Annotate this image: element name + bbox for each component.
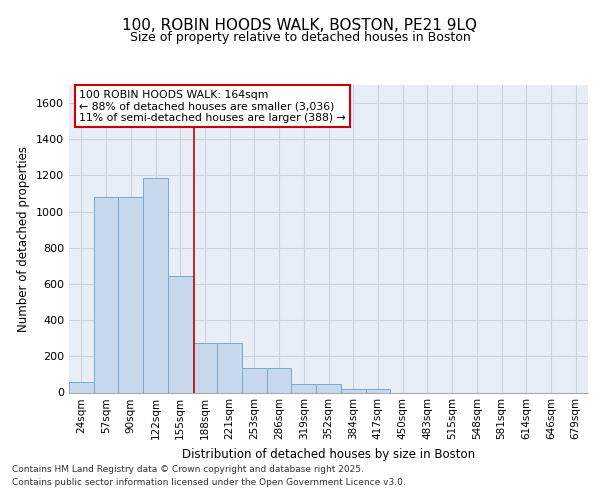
Bar [94,197,118,392]
Bar [69,382,94,392]
Text: 100, ROBIN HOODS WALK, BOSTON, PE21 9LQ: 100, ROBIN HOODS WALK, BOSTON, PE21 9LQ [122,18,478,32]
Bar [118,197,143,392]
Bar [341,389,365,392]
Bar [143,178,168,392]
Bar [193,343,217,392]
Text: 100 ROBIN HOODS WALK: 164sqm
← 88% of detached houses are smaller (3,036)
11% of: 100 ROBIN HOODS WALK: 164sqm ← 88% of de… [79,90,346,123]
Bar [316,384,341,392]
Bar [365,389,390,392]
Text: Contains HM Land Registry data © Crown copyright and database right 2025.: Contains HM Land Registry data © Crown c… [12,466,364,474]
X-axis label: Distribution of detached houses by size in Boston: Distribution of detached houses by size … [182,448,475,461]
Text: Size of property relative to detached houses in Boston: Size of property relative to detached ho… [130,31,470,44]
Bar [242,368,267,392]
Bar [267,368,292,392]
Bar [168,276,193,392]
Bar [292,384,316,392]
Text: Contains public sector information licensed under the Open Government Licence v3: Contains public sector information licen… [12,478,406,487]
Bar [217,343,242,392]
Y-axis label: Number of detached properties: Number of detached properties [17,146,31,332]
